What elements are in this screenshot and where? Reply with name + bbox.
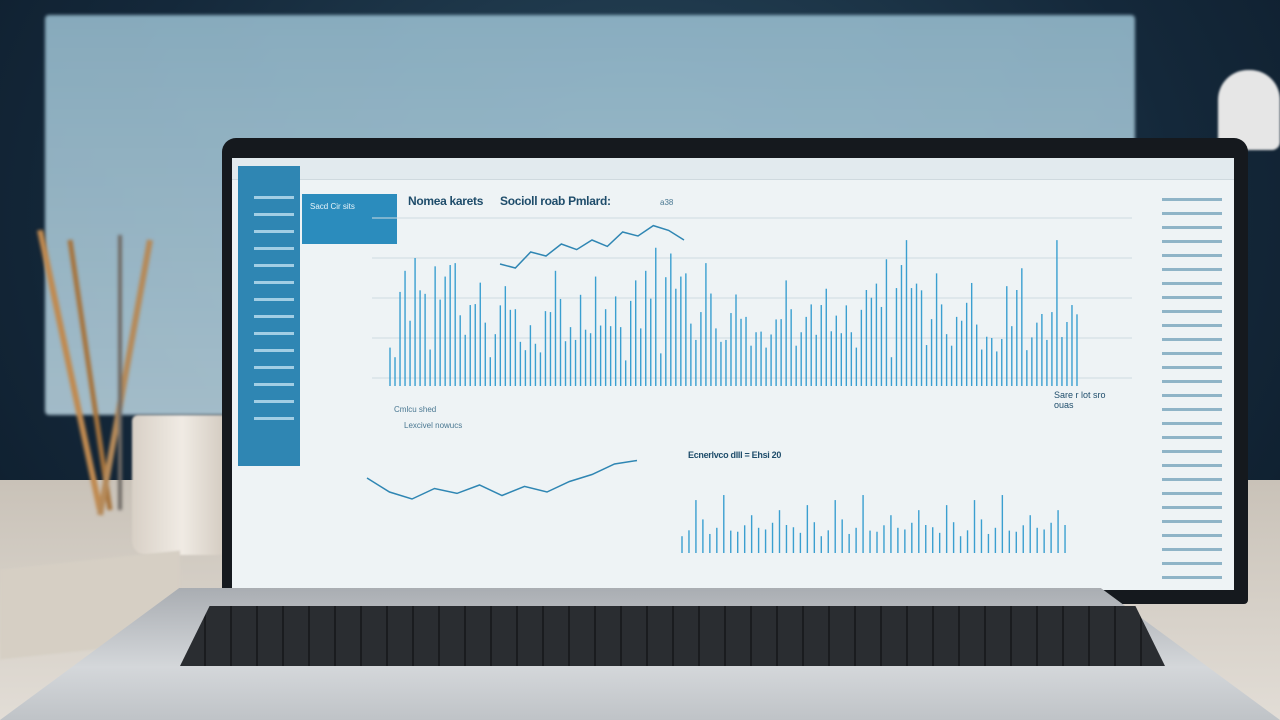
- summary-panel: Sacd Cir sits: [302, 194, 397, 244]
- coffee-mug: [132, 415, 232, 555]
- chart-label: a38: [660, 198, 674, 207]
- chart-subtitle: Socioll roab Pmlard:: [500, 194, 611, 208]
- right-note: Sare r lot sro ouas: [1054, 390, 1106, 410]
- bottom-line: [366, 459, 638, 500]
- sidebar: [238, 166, 300, 466]
- pencil-cup: [37, 230, 153, 516]
- keyboard: [180, 606, 1165, 666]
- section-label: Cmlcu shed: [394, 405, 437, 414]
- top-line: [499, 224, 685, 269]
- right-list: [1162, 198, 1222, 590]
- chart-title: Nomea karets: [408, 194, 484, 208]
- desk-lamp: [1218, 70, 1280, 150]
- charts: [366, 217, 1132, 553]
- section-label-2: Lexcivel nowucs: [404, 421, 463, 430]
- bottom-chart-title: Ecnerlvco dlll = Ehsi 20: [688, 450, 782, 460]
- top-menu-bar: [232, 158, 1234, 180]
- laptop-screen: Sacd Cir sits Nomea karets Socioll roab …: [232, 158, 1234, 590]
